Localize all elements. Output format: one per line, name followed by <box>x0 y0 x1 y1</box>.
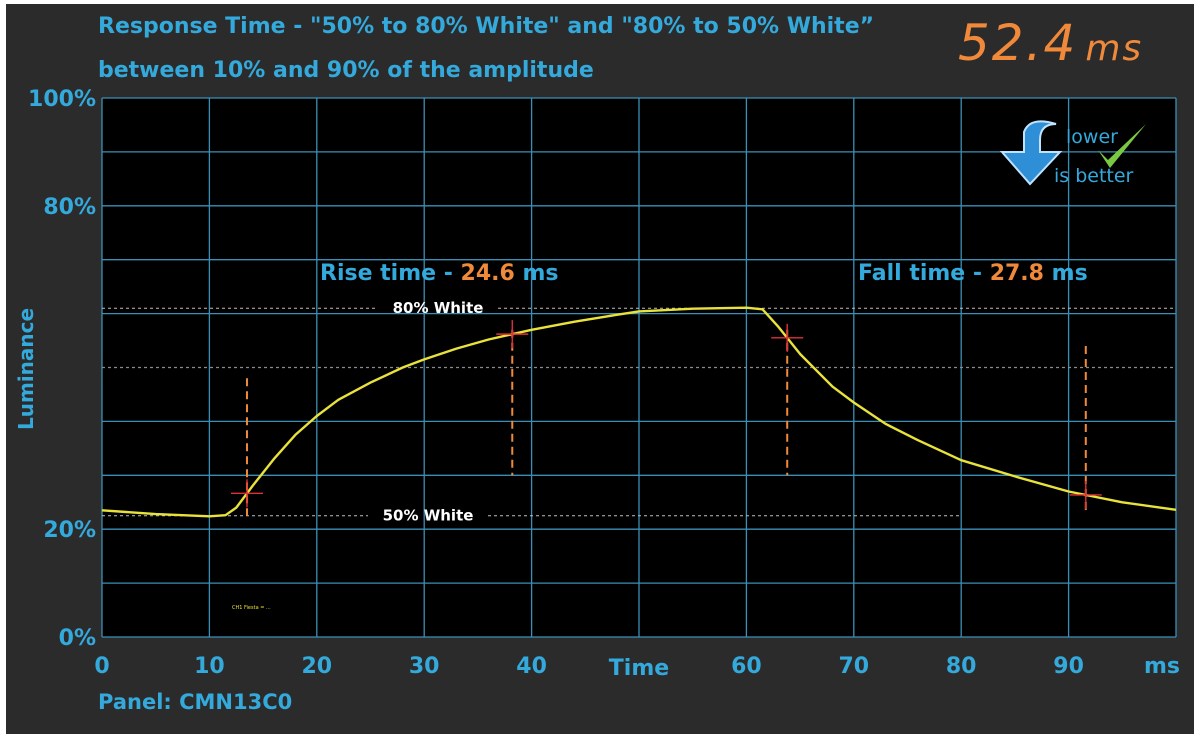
reference-label: 80% White <box>393 299 484 317</box>
x-tick-label: 40 <box>516 654 547 679</box>
total-response-value: 52.4 <box>958 14 1078 72</box>
lower-is-better-badge <box>999 120 1146 186</box>
y-tick-label: 0% <box>59 626 96 651</box>
x-tick-label: 60 <box>731 654 762 679</box>
fall-time-value: 27.8 <box>982 261 1052 286</box>
rise-time-label: Rise time - 24.6 ms <box>320 261 559 286</box>
fall-time-label: Fall time - 27.8 ms <box>858 261 1088 286</box>
fall-time-unit: ms <box>1052 261 1088 286</box>
grid <box>101 97 1177 638</box>
badge-line-2: is better <box>1054 165 1134 187</box>
fall-label-text: Fall time - <box>858 261 982 286</box>
rise-time-value: 24.6 <box>453 261 523 286</box>
rise-label-text: Rise time - <box>320 261 453 286</box>
x-axis-unit: ms <box>1144 654 1180 679</box>
x-tick-label: 20 <box>301 654 332 679</box>
rise-time-unit: ms <box>522 261 558 286</box>
x-axis-label: Time <box>609 656 669 681</box>
badge-line-1: lower <box>1066 126 1118 148</box>
panel-label: Panel: CMN13C0 <box>98 690 293 714</box>
x-tick-label: 70 <box>838 654 869 679</box>
total-response-unit: ms <box>1085 28 1144 69</box>
x-tick-label: 90 <box>1053 654 1084 679</box>
x-tick-label: 0 <box>94 654 109 679</box>
series-line <box>101 306 1177 518</box>
chart-title: Response Time - "50% to 80% White" and "… <box>98 14 875 39</box>
reference-label: 50% White <box>383 507 474 525</box>
x-tick-label: 80 <box>946 654 977 679</box>
arrow-down-icon <box>999 120 1063 186</box>
total-response-readout: 52.4 ms <box>958 14 1143 72</box>
y-tick-label: 100% <box>28 87 96 112</box>
x-tick-label: 30 <box>409 654 440 679</box>
y-tick-label: 20% <box>43 518 96 543</box>
chart-subtitle: between 10% and 90% of the amplitude <box>98 58 594 83</box>
scope-annotation: CH1 Fiesta = ... <box>232 605 271 611</box>
y-tick-label: 80% <box>43 195 96 220</box>
x-tick-label: 10 <box>194 654 225 679</box>
